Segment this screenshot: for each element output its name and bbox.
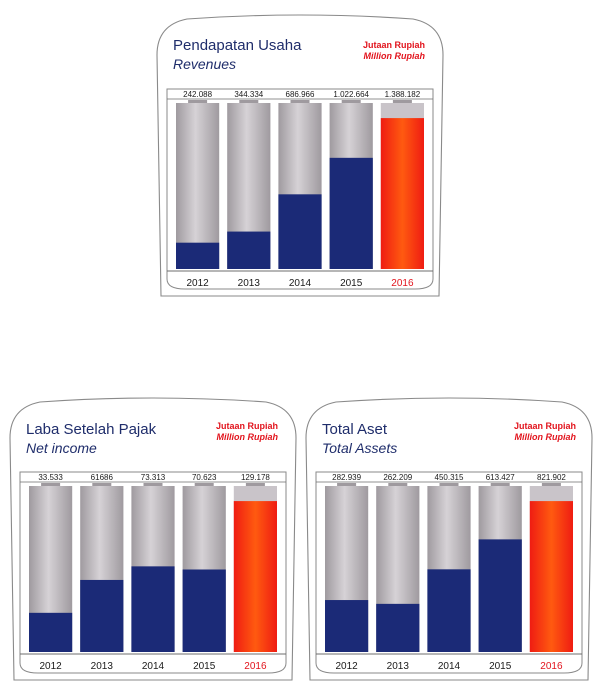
bar-cap-2012 bbox=[41, 483, 61, 486]
bar-cap-2014 bbox=[290, 100, 310, 103]
panel-frame bbox=[305, 397, 593, 681]
category-label-2012: 2012 bbox=[335, 661, 358, 672]
net-income-chart-panel: 33.533 2012 61686 2013 73.313 2014 70.623 2015 1… bbox=[8, 397, 298, 681]
value-label-2016: 1.388.182 bbox=[385, 90, 421, 99]
bar-cap-2015 bbox=[341, 100, 361, 103]
bar-cap-2013 bbox=[239, 100, 259, 103]
bar-2015 bbox=[182, 569, 226, 652]
value-label-2013: 344.334 bbox=[234, 90, 263, 99]
unit-label: Jutaan Rupiah Million Rupiah bbox=[363, 40, 425, 62]
panel-frame bbox=[9, 397, 297, 681]
category-label-2016: 2016 bbox=[391, 278, 414, 289]
category-label-2014: 2014 bbox=[289, 278, 312, 289]
bar-2016 bbox=[233, 501, 277, 652]
bar-2016 bbox=[380, 118, 424, 269]
chart-title: Pendapatan Usaha bbox=[173, 37, 302, 54]
category-label-2016: 2016 bbox=[244, 661, 267, 672]
category-label-2013: 2013 bbox=[238, 278, 261, 289]
bar-cap-2013 bbox=[388, 483, 408, 486]
value-label-2014: 686.966 bbox=[286, 90, 315, 99]
value-label-2013: 61686 bbox=[91, 473, 114, 482]
bar-2014 bbox=[278, 194, 322, 269]
value-label-2012: 282.939 bbox=[332, 473, 361, 482]
revenues-chart: 242.088 2012 344.334 2013 686.966 2014 1.022.6… bbox=[156, 14, 444, 297]
unit-en: Million Rupiah bbox=[216, 432, 279, 442]
inner-frame bbox=[315, 471, 583, 674]
bar-2012 bbox=[176, 242, 220, 269]
bar-cap-2013 bbox=[92, 483, 112, 486]
value-label-2016: 821.902 bbox=[537, 473, 566, 482]
unit-en: Million Rupiah bbox=[363, 51, 426, 61]
category-label-2015: 2015 bbox=[193, 661, 216, 672]
unit-id: Jutaan Rupiah bbox=[215, 421, 278, 431]
revenues-chart-panel: 242.088 2012 344.334 2013 686.966 2014 1.022.6… bbox=[155, 14, 445, 297]
value-label-2016: 129.178 bbox=[241, 473, 270, 482]
inner-frame bbox=[19, 471, 287, 674]
category-label-2014: 2014 bbox=[438, 661, 461, 672]
unit-id: Jutaan Rupiah bbox=[362, 40, 425, 50]
value-label-2014: 73.313 bbox=[141, 473, 166, 482]
category-label-2015: 2015 bbox=[340, 278, 363, 289]
unit-en: Million Rupiah bbox=[514, 432, 577, 442]
bar-cap-2012 bbox=[188, 100, 208, 103]
bar-background-2012 bbox=[176, 103, 220, 269]
category-label-2013: 2013 bbox=[91, 661, 114, 672]
panel-frame bbox=[156, 14, 444, 297]
bar-2013 bbox=[227, 231, 271, 269]
total-assets-chart-panel: 282.939 2012 262.209 2013 450.315 2014 613.427… bbox=[304, 397, 594, 681]
value-label-2012: 242.088 bbox=[183, 90, 212, 99]
chart-subtitle: Total Assets bbox=[322, 440, 398, 456]
bar-2013 bbox=[376, 603, 420, 652]
bar-2015 bbox=[329, 157, 373, 269]
value-label-2014: 450.315 bbox=[435, 473, 464, 482]
chart-subtitle: Revenues bbox=[173, 56, 237, 72]
bar-cap-2012 bbox=[337, 483, 357, 486]
category-label-2015: 2015 bbox=[489, 661, 512, 672]
bar-2012 bbox=[29, 612, 73, 652]
category-label-2012: 2012 bbox=[39, 661, 62, 672]
chart-title: Laba Setelah Pajak bbox=[26, 421, 157, 438]
value-label-2015: 1.022.664 bbox=[333, 90, 369, 99]
bar-cap-2015 bbox=[194, 483, 214, 486]
value-label-2013: 262.209 bbox=[383, 473, 412, 482]
category-label-2016: 2016 bbox=[540, 661, 563, 672]
total-assets-chart: 282.939 2012 262.209 2013 450.315 2014 613.427… bbox=[305, 397, 593, 681]
bar-cap-2015 bbox=[490, 483, 510, 486]
bar-2013 bbox=[80, 579, 124, 652]
category-label-2013: 2013 bbox=[387, 661, 410, 672]
unit-label: Jutaan Rupiah Million Rupiah bbox=[514, 421, 576, 443]
bar-2015 bbox=[478, 539, 522, 652]
bar-cap-2014 bbox=[439, 483, 459, 486]
bar-2016 bbox=[529, 501, 573, 652]
inner-frame bbox=[166, 88, 434, 290]
bar-2014 bbox=[427, 569, 471, 652]
net-income-chart: 33.533 2012 61686 2013 73.313 2014 70.623 2015 1… bbox=[9, 397, 297, 681]
category-label-2014: 2014 bbox=[142, 661, 165, 672]
value-label-2015: 70.623 bbox=[192, 473, 217, 482]
bar-2014 bbox=[131, 566, 175, 652]
unit-label: Jutaan Rupiah Million Rupiah bbox=[216, 421, 278, 443]
category-label-2012: 2012 bbox=[186, 278, 209, 289]
bar-cap-2014 bbox=[143, 483, 163, 486]
bar-cap-2016 bbox=[392, 100, 412, 103]
bar-2012 bbox=[325, 600, 369, 652]
value-label-2015: 613.427 bbox=[486, 473, 515, 482]
chart-subtitle: Net income bbox=[26, 440, 97, 456]
bar-cap-2016 bbox=[245, 483, 265, 486]
unit-id: Jutaan Rupiah bbox=[513, 421, 576, 431]
chart-title: Total Aset bbox=[322, 421, 388, 438]
bar-cap-2016 bbox=[541, 483, 561, 486]
value-label-2012: 33.533 bbox=[38, 473, 63, 482]
